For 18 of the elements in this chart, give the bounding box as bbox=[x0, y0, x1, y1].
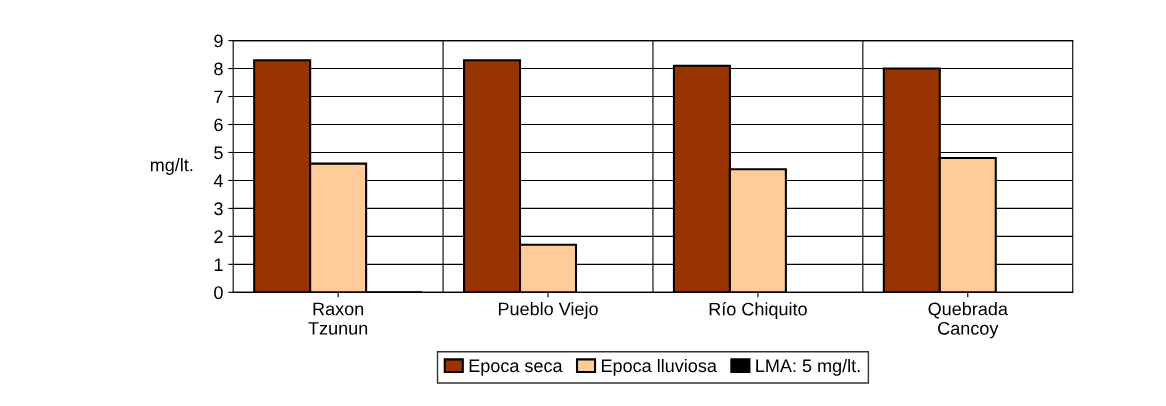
x-tick-label: Pueblo Viejo bbox=[498, 302, 598, 319]
y-axis-title: mg/lt. bbox=[150, 158, 193, 175]
y-tick-label: 5 bbox=[214, 146, 223, 160]
y-tick-label: 7 bbox=[214, 90, 223, 104]
y-tick-label: 1 bbox=[214, 258, 223, 271]
legend-label: Epoca lluviosa bbox=[601, 358, 717, 376]
y-tick-label: 9 bbox=[214, 34, 223, 48]
y-tick-label: 6 bbox=[214, 118, 223, 132]
y-tick-label: 2 bbox=[214, 230, 223, 243]
x-tick-label: Raxon Tzunun bbox=[308, 302, 368, 335]
y-tick-label: 3 bbox=[214, 202, 223, 216]
y-tick-label: 0 bbox=[214, 286, 223, 300]
x-tick-label: Río Chiquito bbox=[709, 302, 807, 320]
legend-label: LMA: 5 mg/lt. bbox=[756, 358, 860, 376]
y-tick-label: 8 bbox=[214, 62, 223, 76]
legend-label: Epoca seca bbox=[469, 359, 563, 376]
x-tick-label: Quebrada Cancoy bbox=[928, 302, 1008, 339]
y-tick-label: 4 bbox=[213, 174, 223, 187]
